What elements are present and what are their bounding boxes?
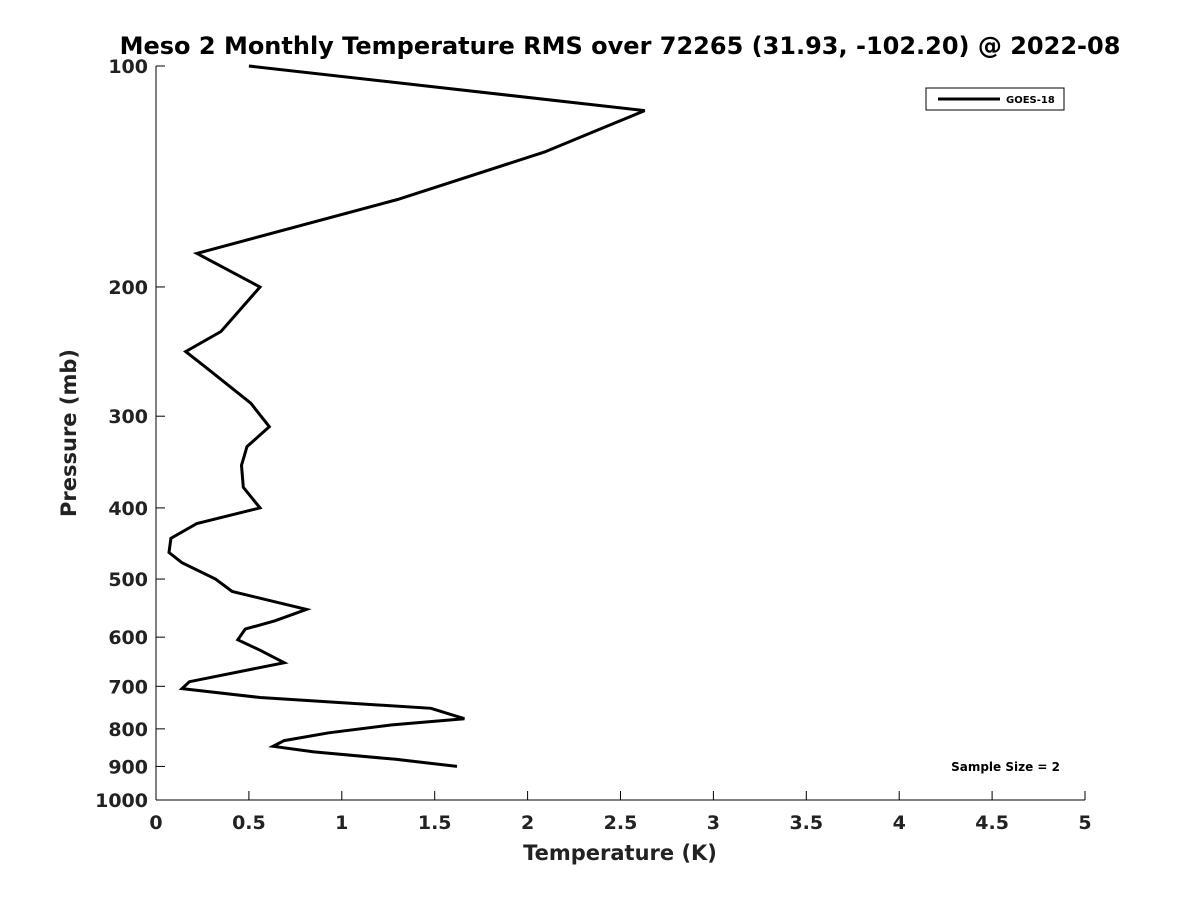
sample-size-annotation: Sample Size = 2 <box>951 760 1060 774</box>
x-tick-label: 0 <box>149 812 162 834</box>
x-axis-label: Temperature (K) <box>523 841 717 865</box>
x-tick-label: 0.5 <box>232 812 266 834</box>
y-tick-label: 500 <box>108 569 148 591</box>
axes <box>155 66 1085 801</box>
x-tick-label: 1.5 <box>418 812 452 834</box>
legend-label-goes-18: GOES-18 <box>1006 95 1055 106</box>
y-tick-label: 400 <box>108 498 148 520</box>
y-tick-label: 300 <box>108 406 148 428</box>
x-tick-label: 4.5 <box>975 812 1009 834</box>
y-axis-label: Pressure (mb) <box>57 349 81 517</box>
x-tick-label: 3.5 <box>789 812 823 834</box>
x-axis-ticks: 0 0.5 1 1.5 2 2.5 3 3.5 4 4.5 5 <box>149 791 1092 834</box>
y-axis-ticks: 100 200 300 400 500 600 700 800 900 1000 <box>95 56 165 812</box>
y-tick-label: 800 <box>108 719 148 741</box>
x-tick-label: 1 <box>335 812 348 834</box>
x-tick-label: 2.5 <box>604 812 638 834</box>
chart-title: Meso 2 Monthly Temperature RMS over 7226… <box>120 32 1121 60</box>
y-tick-label: 700 <box>108 676 148 698</box>
x-tick-label: 2 <box>521 812 534 834</box>
y-tick-label: 1000 <box>95 790 148 812</box>
y-tick-label: 200 <box>108 277 148 299</box>
legend: GOES-18 <box>925 87 1065 111</box>
x-tick-label: 4 <box>893 812 906 834</box>
y-tick-label: 900 <box>108 756 148 778</box>
x-tick-label: 5 <box>1078 812 1091 834</box>
series-layer <box>167 64 646 768</box>
series-line-goes-18 <box>167 64 646 768</box>
y-tick-label: 100 <box>108 56 148 78</box>
x-tick-label: 3 <box>707 812 720 834</box>
y-tick-label: 600 <box>108 627 148 649</box>
